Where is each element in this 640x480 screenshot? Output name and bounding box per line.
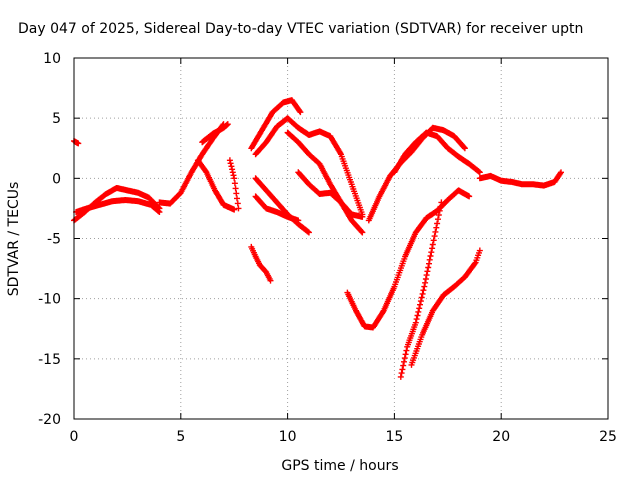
data-point-markers [248, 97, 304, 152]
series-arc-n [248, 243, 274, 284]
x-ticks: 0 5 10 15 20 25 [70, 58, 617, 445]
data-point-markers [73, 197, 163, 216]
data-point-markers [344, 187, 473, 331]
y-tick-label: 10 [43, 51, 61, 67]
data-point-markers [295, 169, 366, 220]
x-tick-label: 10 [279, 429, 297, 445]
data-point-markers [71, 138, 82, 147]
series-arc-s [408, 247, 483, 368]
x-tick-label: 0 [70, 429, 79, 445]
x-axis-label: GPS time / hours [281, 458, 398, 474]
series-arc-t [476, 169, 565, 189]
series-arc-e [194, 157, 238, 213]
gridlines [74, 58, 608, 419]
series-arc-o [344, 187, 473, 331]
series-arc-i [252, 115, 366, 218]
series-arc-q [391, 129, 483, 176]
y-ticks: -20 -15 -10 -5 0 5 10 [38, 51, 608, 428]
data-point-markers [252, 193, 302, 224]
series-arc-k [252, 193, 302, 224]
series-arc-c [71, 138, 82, 147]
data-point-markers [199, 121, 231, 146]
data-point-markers [391, 129, 483, 176]
y-tick-label: -5 [47, 232, 61, 248]
data-point-markers [226, 157, 242, 212]
data-points [71, 97, 565, 380]
series-arc-b [73, 197, 163, 216]
y-tick-label: -10 [38, 292, 61, 308]
data-point-markers [408, 247, 483, 368]
x-tick-label: 15 [385, 429, 403, 445]
data-point-markers [248, 243, 274, 284]
series-arc-h [248, 97, 304, 152]
data-point-markers [397, 199, 445, 380]
series-arc-f [199, 121, 231, 146]
data-point-markers [194, 157, 238, 213]
data-point-markers [476, 169, 565, 189]
y-tick-label: -20 [38, 412, 61, 428]
x-tick-label: 20 [492, 429, 510, 445]
x-tick-label: 5 [176, 429, 185, 445]
x-tick-label: 25 [599, 429, 617, 445]
series-arc-g [226, 157, 242, 212]
data-point-markers [252, 115, 366, 218]
y-tick-label: -15 [38, 352, 61, 368]
y-tick-label: 5 [52, 111, 61, 127]
series-arc-m [295, 169, 366, 220]
chart-title: Day 047 of 2025, Sidereal Day-to-day VTE… [18, 21, 583, 37]
series-arc-r [397, 199, 445, 380]
y-axis-label: SDTVAR / TECUs [6, 182, 22, 297]
y-tick-label: 0 [52, 171, 61, 187]
